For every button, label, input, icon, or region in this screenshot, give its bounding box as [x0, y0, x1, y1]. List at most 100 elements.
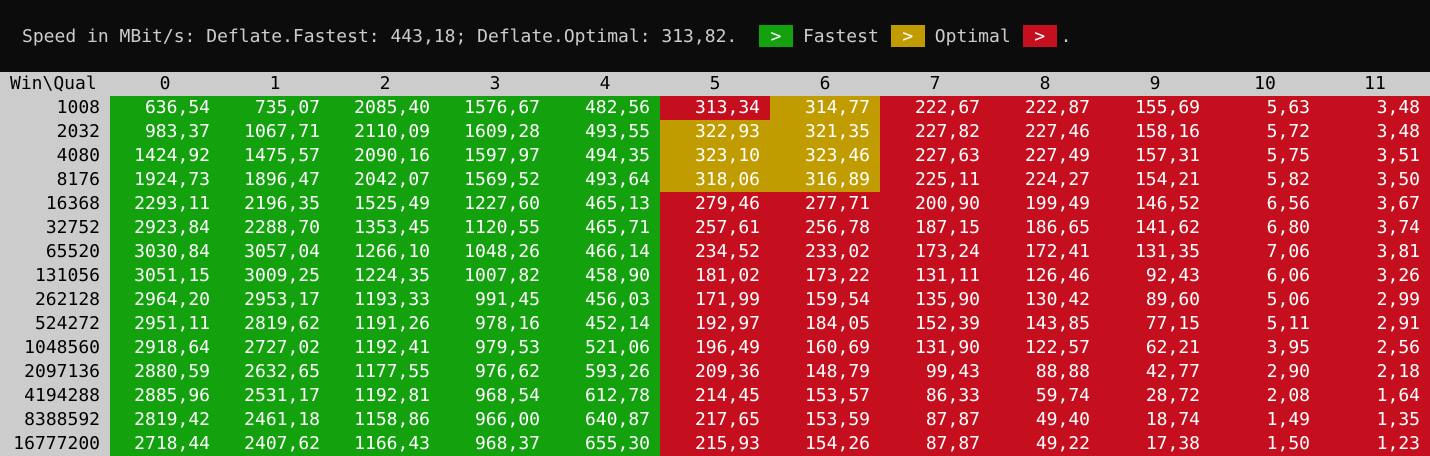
row-header-window-size: 524272 — [0, 312, 110, 336]
speed-cell: 323,46 — [770, 144, 880, 168]
speed-cell: 1597,97 — [440, 144, 550, 168]
row-header-window-size: 16777200 — [0, 432, 110, 456]
speed-cell: 160,69 — [770, 336, 880, 360]
speed-cell: 209,36 — [660, 360, 770, 384]
speed-cell: 135,90 — [880, 288, 990, 312]
column-header-quality-4: 4 — [550, 72, 660, 96]
speed-cell: 3,48 — [1320, 96, 1430, 120]
table-row: 4194288 2885,96 2531,17 1192,81 968,54 612,78… — [0, 384, 1430, 408]
column-header-quality-0: 0 — [110, 72, 220, 96]
speed-cell: 7,06 — [1210, 240, 1320, 264]
speed-cell: 1266,10 — [330, 240, 440, 264]
speed-cell: 322,93 — [660, 120, 770, 144]
speed-cell: 2293,11 — [110, 192, 220, 216]
table-row: 8176 1924,73 1896,47 2042,07 1569,52 493,64 31… — [0, 168, 1430, 192]
speed-cell: 2196,35 — [220, 192, 330, 216]
speed-cell: 2090,16 — [330, 144, 440, 168]
speed-cell: 224,27 — [990, 168, 1100, 192]
row-header-window-size: 8176 — [0, 168, 110, 192]
speed-cell: 155,69 — [1100, 96, 1210, 120]
table-row: 16368 2293,11 2196,35 1525,49 1227,60 465,13 2… — [0, 192, 1430, 216]
speed-cell: 493,55 — [550, 120, 660, 144]
speed-cell: 966,00 — [440, 408, 550, 432]
speed-cell: 1193,33 — [330, 288, 440, 312]
speed-cell: 217,65 — [660, 408, 770, 432]
speed-cell: 1576,67 — [440, 96, 550, 120]
speed-cell: 3,48 — [1320, 120, 1430, 144]
speed-cell: 1048,26 — [440, 240, 550, 264]
speed-cell: 3,95 — [1210, 336, 1320, 360]
speed-cell: 1424,92 — [110, 144, 220, 168]
table-row: 262128 2964,20 2953,17 1193,33 991,45 456,03 1… — [0, 288, 1430, 312]
speed-cell: 173,22 — [770, 264, 880, 288]
row-header-window-size: 262128 — [0, 288, 110, 312]
speed-cell: 2880,59 — [110, 360, 220, 384]
speed-cell: 6,56 — [1210, 192, 1320, 216]
speed-cell: 3,51 — [1320, 144, 1430, 168]
column-header-quality-10: 10 — [1210, 72, 1320, 96]
speed-cell: 5,75 — [1210, 144, 1320, 168]
column-header-quality-2: 2 — [330, 72, 440, 96]
speed-cell: 28,72 — [1100, 384, 1210, 408]
speed-cell: 146,52 — [1100, 192, 1210, 216]
speed-cell: 493,64 — [550, 168, 660, 192]
speed-cell: 1120,55 — [440, 216, 550, 240]
speed-cell: 181,02 — [660, 264, 770, 288]
speed-cell: 5,82 — [1210, 168, 1320, 192]
speed-cell: 983,37 — [110, 120, 220, 144]
speed-cell: 196,49 — [660, 336, 770, 360]
speed-cell: 131,11 — [880, 264, 990, 288]
table-row: 1048560 2918,64 2727,02 1192,41 979,53 521,06… — [0, 336, 1430, 360]
speed-cell: 2407,62 — [220, 432, 330, 456]
speed-cell: 593,26 — [550, 360, 660, 384]
speed-cell: 62,21 — [1100, 336, 1210, 360]
speed-cell: 42,77 — [1100, 360, 1210, 384]
speed-cell: 2,99 — [1320, 288, 1430, 312]
speed-cell: 1,50 — [1210, 432, 1320, 456]
speed-cell: 2819,42 — [110, 408, 220, 432]
speed-summary-text: Speed in MBit/s: Deflate.Fastest: 443,18… — [22, 25, 738, 47]
speed-cell: 2,90 — [1210, 360, 1320, 384]
speed-cell: 2727,02 — [220, 336, 330, 360]
speed-cell: 158,16 — [1100, 120, 1210, 144]
fastest-legend-label: Fastest — [802, 25, 879, 47]
speed-cell: 122,57 — [990, 336, 1100, 360]
speed-cell: 18,74 — [1100, 408, 1210, 432]
speed-cell: 222,67 — [880, 96, 990, 120]
speed-cell: 458,90 — [550, 264, 660, 288]
speed-cell: 1158,86 — [330, 408, 440, 432]
row-header-window-size: 16368 — [0, 192, 110, 216]
speed-cell: 452,14 — [550, 312, 660, 336]
row-header-window-size: 2097136 — [0, 360, 110, 384]
speed-cell: 3,67 — [1320, 192, 1430, 216]
table-row: 2097136 2880,59 2632,65 1177,55 976,62 593,26… — [0, 360, 1430, 384]
speed-cell: 2,18 — [1320, 360, 1430, 384]
speed-cell: 456,03 — [550, 288, 660, 312]
header-line: Speed in MBit/s: Deflate.Fastest: 443,18… — [22, 24, 1072, 48]
table-row: 4080 1424,92 1475,57 2090,16 1597,97 494,35 32… — [0, 144, 1430, 168]
speed-cell: 148,79 — [770, 360, 880, 384]
table-row: 2032 983,37 1067,71 2110,09 1609,28 493,55 322… — [0, 120, 1430, 144]
speed-cell: 3,50 — [1320, 168, 1430, 192]
corner-header: Win\Qual — [0, 72, 110, 96]
column-header-quality-1: 1 — [220, 72, 330, 96]
speed-cell: 318,06 — [660, 168, 770, 192]
optimal-legend-label: Optimal — [934, 25, 1011, 47]
speed-cell: 153,57 — [770, 384, 880, 408]
table-row: 524272 2951,11 2819,62 1191,26 978,16 452,14 1… — [0, 312, 1430, 336]
speed-cell: 2718,44 — [110, 432, 220, 456]
optimal-swatch: > — [890, 25, 925, 47]
speed-cell: 465,71 — [550, 216, 660, 240]
speed-cell: 1,23 — [1320, 432, 1430, 456]
speed-cell: 321,35 — [770, 120, 880, 144]
column-header-quality-9: 9 — [1100, 72, 1210, 96]
speed-cell: 2632,65 — [220, 360, 330, 384]
speed-cell: 157,31 — [1100, 144, 1210, 168]
speed-cell: 1353,45 — [330, 216, 440, 240]
speed-cell: 640,87 — [550, 408, 660, 432]
speed-cell: 154,26 — [770, 432, 880, 456]
speed-cell: 214,45 — [660, 384, 770, 408]
speed-cell: 49,22 — [990, 432, 1100, 456]
speed-cell: 1,49 — [1210, 408, 1320, 432]
speed-cell: 130,42 — [990, 288, 1100, 312]
